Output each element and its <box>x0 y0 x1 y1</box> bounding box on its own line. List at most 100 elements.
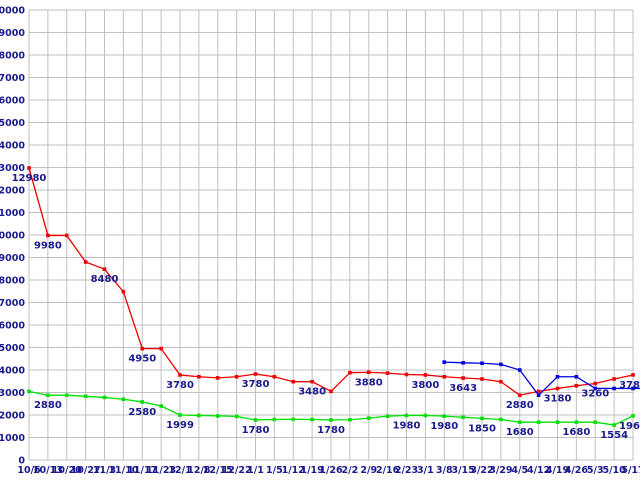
data-point-marker <box>461 376 465 380</box>
data-point-marker <box>442 360 447 364</box>
data-point-label: 1980 <box>430 421 458 432</box>
data-point-label: 8480 <box>91 274 119 285</box>
data-point-marker <box>197 374 201 379</box>
data-point-marker <box>291 417 296 422</box>
data-point-marker <box>234 414 239 419</box>
data-point-marker <box>291 379 296 384</box>
x-axis-tick-label: 5/10 <box>602 465 626 476</box>
y-axis-tick-label: 19000 <box>0 28 25 39</box>
data-point-marker <box>140 400 145 404</box>
data-point-marker <box>631 373 635 377</box>
x-axis-tick-label: 10/27 <box>71 465 101 476</box>
data-point-marker <box>159 346 163 351</box>
data-point-marker <box>159 404 163 408</box>
data-point-marker <box>329 418 333 422</box>
y-axis-tick-label: 8000 <box>0 276 25 287</box>
y-axis-tick-label: 1000 <box>0 433 25 444</box>
x-axis-tick-label: 2/9 <box>360 465 377 476</box>
y-axis-tick-label: 18000 <box>0 51 25 62</box>
x-axis-tick-label: 4/26 <box>565 465 589 476</box>
data-point-marker <box>442 414 447 418</box>
data-point-marker <box>612 386 616 391</box>
x-axis-tick-label: 3/22 <box>470 465 493 476</box>
data-point-marker <box>461 361 465 365</box>
x-axis-tick-label: 5/17 <box>621 465 640 476</box>
data-point-label: 3480 <box>298 387 326 398</box>
data-point-label: 1680 <box>506 427 534 438</box>
x-axis-tick-label: 10/6 <box>17 465 41 476</box>
x-axis-tick-label: 12/22 <box>222 465 252 476</box>
data-point-marker <box>536 393 541 397</box>
data-point-marker <box>197 413 201 418</box>
data-point-marker <box>121 397 126 402</box>
data-point-marker <box>593 420 598 424</box>
data-point-marker <box>310 417 314 422</box>
x-axis-tick-label: 1/5 <box>266 465 283 476</box>
data-point-marker <box>480 377 484 381</box>
data-point-label: 3643 <box>449 383 477 394</box>
x-axis-tick-label: 12/8 <box>187 465 211 476</box>
data-point-marker <box>574 374 579 379</box>
data-point-marker <box>385 371 390 375</box>
data-point-marker <box>593 386 598 391</box>
data-point-marker <box>499 379 503 384</box>
y-axis-tick-label: 13000 <box>0 163 25 174</box>
data-point-marker <box>423 413 428 418</box>
data-point-marker <box>64 233 69 238</box>
data-point-marker <box>310 379 314 384</box>
data-point-marker <box>215 414 220 418</box>
data-point-marker <box>574 420 579 424</box>
data-point-marker <box>46 233 50 238</box>
y-axis-tick-label: 14000 <box>0 141 25 152</box>
x-axis-tick-label: 5/3 <box>587 465 604 476</box>
data-point-marker <box>499 362 503 367</box>
data-point-marker <box>178 373 182 377</box>
data-point-label: 2880 <box>34 400 62 411</box>
y-axis-tick-label: 16000 <box>0 96 25 107</box>
data-point-label: 9980 <box>34 240 62 251</box>
data-point-marker <box>83 394 88 399</box>
x-axis-tick-label: 4/5 <box>511 465 528 476</box>
y-axis-tick-label: 6000 <box>0 321 25 332</box>
x-axis-tick-label: 11/10 <box>108 465 138 476</box>
data-point-marker <box>404 413 409 418</box>
data-point-marker <box>517 393 522 397</box>
data-point-marker <box>536 420 541 424</box>
y-axis-tick-label: 11000 <box>0 208 25 219</box>
data-point-marker <box>480 416 484 421</box>
x-axis-tick-label: 1/12 <box>282 465 305 476</box>
data-point-label: 1980 <box>393 420 421 431</box>
data-point-marker <box>64 393 69 397</box>
data-point-marker <box>461 415 465 420</box>
data-point-marker <box>517 420 522 424</box>
x-axis-tick-label: 3/15 <box>451 465 474 476</box>
data-point-marker <box>404 372 409 377</box>
x-axis-tick-label: 4/12 <box>527 465 550 476</box>
data-point-marker <box>83 260 88 264</box>
y-axis-tick-label: 3000 <box>0 388 25 399</box>
x-axis-tick-label: 3/1 <box>417 465 434 476</box>
x-axis-tick-label: 1/26 <box>319 465 343 476</box>
y-axis-tick-label: 0 <box>18 456 25 467</box>
data-point-marker <box>631 414 635 418</box>
data-point-label: 12980 <box>12 173 47 184</box>
x-axis-tick-label: 12/1 <box>168 465 191 476</box>
y-axis-tick-label: 17000 <box>0 73 25 84</box>
data-point-marker <box>140 346 145 351</box>
y-axis-tick-labels: 2000019000180001700016000150001400013000… <box>0 6 25 467</box>
x-axis-tick-label: 11/17 <box>127 465 157 476</box>
data-series-layer <box>27 166 640 427</box>
data-point-marker <box>385 414 390 418</box>
data-point-marker <box>442 374 447 379</box>
x-axis-tick-label: 10/20 <box>52 465 82 476</box>
data-point-label: 3780 <box>166 380 194 391</box>
data-point-marker <box>593 381 598 386</box>
x-axis-tick-label: 12/15 <box>203 465 233 476</box>
data-point-marker <box>366 416 371 420</box>
data-point-marker <box>102 395 107 400</box>
data-point-marker <box>555 420 560 424</box>
data-point-label: 3800 <box>411 380 439 391</box>
